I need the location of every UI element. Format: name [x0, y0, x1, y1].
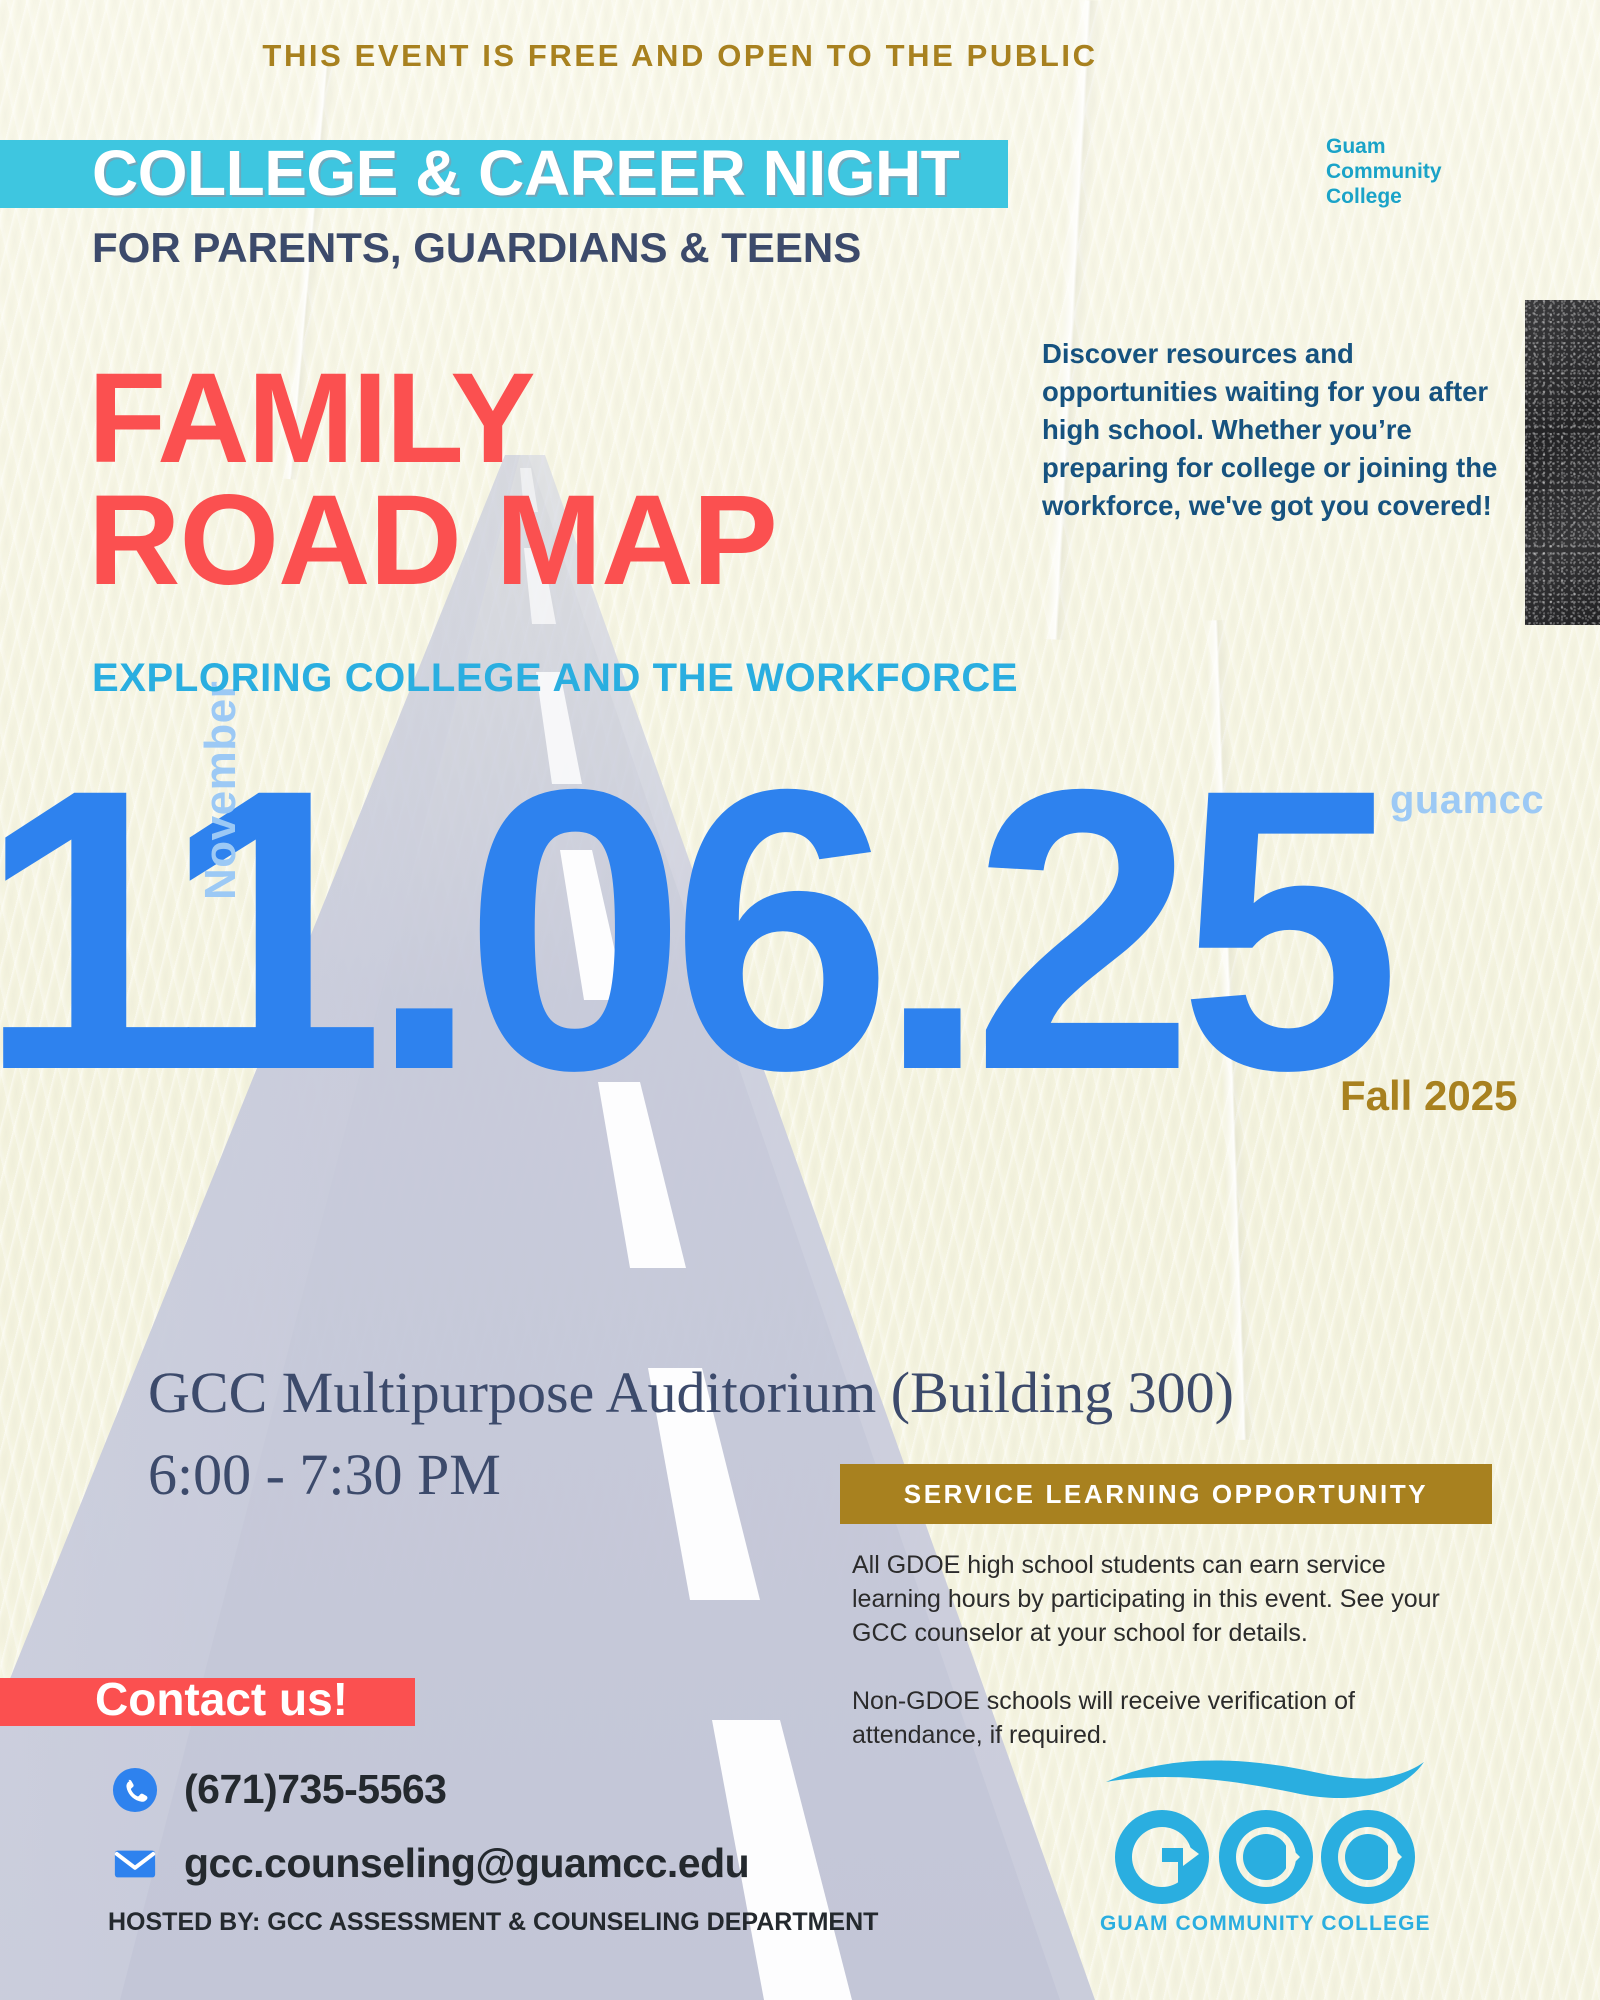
hero-tagline: EXPLORING COLLEGE AND THE WORKFORCE	[92, 656, 1019, 700]
org-name: Guam Community College	[1326, 134, 1442, 209]
hero-title-line2: ROAD MAP	[88, 469, 778, 612]
service-learning-badge: SERVICE LEARNING OPPORTUNITY	[840, 1464, 1492, 1524]
hero-lede: Discover resources and opportunities wai…	[1042, 338, 1498, 521]
banner-title: COLLEGE & CAREER NIGHT	[92, 137, 960, 209]
org-name-line2: Community	[1326, 160, 1442, 183]
service-learning-badge-label: SERVICE LEARNING OPPORTUNITY	[903, 1479, 1429, 1509]
service-learning-body: All GDOE high school students can earn s…	[852, 1548, 1472, 1752]
hosted-by-line: HOSTED BY: GCC ASSESSMENT & COUNSELING D…	[108, 1908, 879, 1936]
hero-title-line1: FAMILY	[88, 347, 536, 490]
contact-heading-label: Contact us!	[95, 1673, 348, 1725]
service-learning-paragraph-2: Non-GDOE schools will receive verificati…	[852, 1687, 1355, 1749]
term-label: Fall 2025	[1340, 1072, 1518, 1119]
phone-icon	[112, 1767, 158, 1813]
contact-email-address: gcc.counseling@guamcc.edu	[184, 1840, 750, 1886]
org-name-line1: Guam	[1326, 135, 1386, 158]
contact-phone-row[interactable]: (671)735-5563	[112, 1766, 447, 1813]
guamcc-watermark: guamcc	[1390, 778, 1545, 822]
org-name-line3: College	[1326, 185, 1402, 208]
contact-phone-number: (671)735-5563	[184, 1766, 447, 1812]
envelope-icon	[112, 1841, 158, 1887]
service-learning-paragraph-1: All GDOE high school students can earn s…	[852, 1551, 1440, 1647]
gcc-logo-caption: GUAM COMMUNITY COLLEGE	[1100, 1912, 1431, 1935]
contact-email-row[interactable]: gcc.counseling@guamcc.edu	[112, 1840, 750, 1887]
paper-crease	[1043, 0, 1103, 641]
contact-heading-tag: Contact us!	[0, 1673, 415, 1726]
asphalt-photo	[1525, 300, 1600, 625]
month-label: November	[196, 680, 245, 900]
eyebrow-text: THIS EVENT IS FREE AND OPEN TO THE PUBLI…	[262, 38, 1098, 73]
event-venue: GCC Multipurpose Auditorium (Building 30…	[148, 1360, 1234, 1425]
audience-subhead: FOR PARENTS, GUARDIANS & TEENS	[92, 224, 862, 271]
hero-title: FAMILY ROAD MAP	[88, 347, 778, 612]
